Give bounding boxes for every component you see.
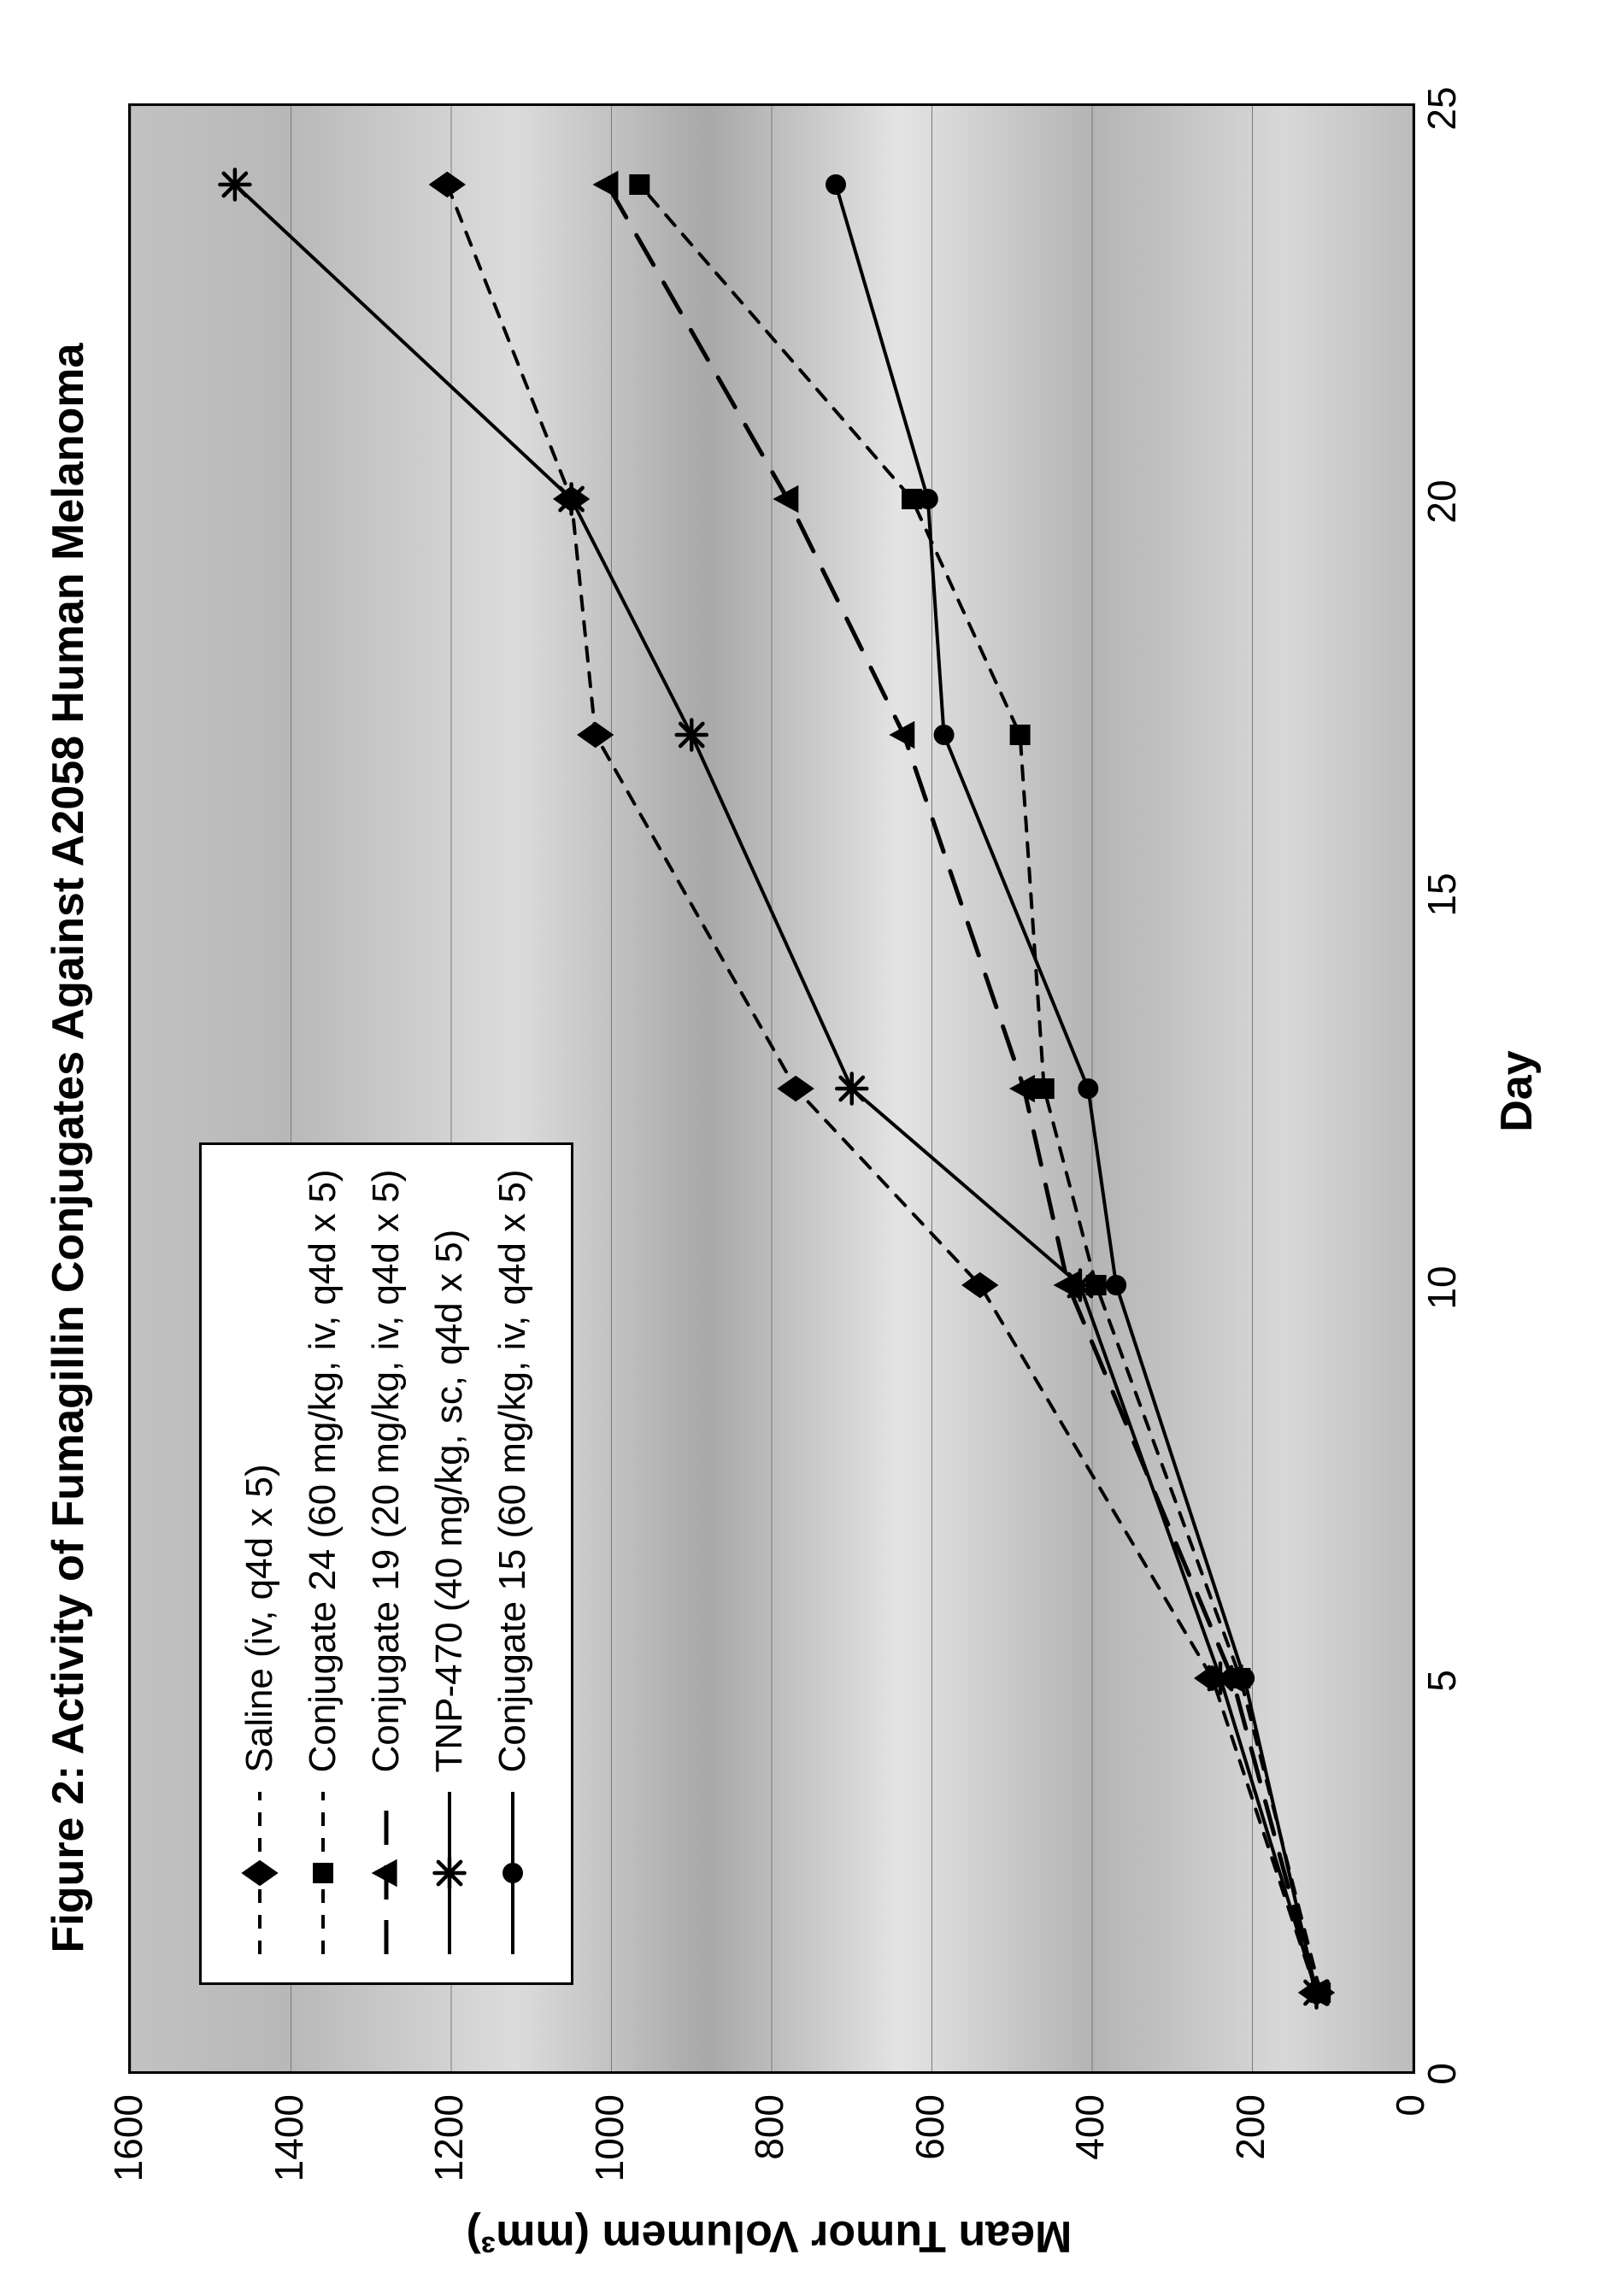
legend-item: Conjugate 19 (20 mg/kg, iv, q4d x 5) xyxy=(361,1169,412,1958)
y-axis-tick-labels: 02004006008001000120014001600 xyxy=(128,2082,1410,2296)
series-marker-conj19 xyxy=(889,721,914,749)
y-tick-label: 800 xyxy=(746,2094,792,2160)
series-marker-conj19 xyxy=(773,485,798,513)
series-marker-saline xyxy=(961,1272,998,1299)
x-tick-label: 10 xyxy=(1419,1265,1465,1309)
series-marker-tnp470 xyxy=(1065,1271,1095,1301)
series-marker-saline xyxy=(777,1076,814,1102)
legend-swatch xyxy=(361,1788,412,1959)
series-marker-conj24 xyxy=(1034,1078,1055,1099)
legend-swatch xyxy=(297,1788,349,1959)
landscape-figure: Figure 2: Activity of Fumagillin Conjuga… xyxy=(0,0,1622,2296)
series-marker-conj15 xyxy=(1307,1982,1327,2003)
y-tick-label: 200 xyxy=(1227,2094,1273,2160)
series-marker-tnp470 xyxy=(837,1074,867,1104)
legend-item-label: Conjugate 24 (60 mg/kg, iv, q4d x 5) xyxy=(302,1169,344,1772)
legend: Saline (iv, q4d x 5) Conjugate 24 (60 mg/… xyxy=(199,1142,573,1985)
series-marker-conj19 xyxy=(592,171,618,198)
legend-swatch xyxy=(234,1788,285,1959)
x-tick-label: 15 xyxy=(1419,872,1465,916)
legend-swatch xyxy=(424,1788,475,1959)
x-tick-label: 25 xyxy=(1419,86,1465,130)
series-marker-conj15 xyxy=(1234,1668,1255,1688)
y-tick-label: 1400 xyxy=(266,2094,312,2181)
y-tick-label: 1600 xyxy=(105,2094,151,2181)
figure-title: Figure 2: Activity of Fumagillin Conjuga… xyxy=(43,0,94,2296)
series-marker-tnp470 xyxy=(677,720,707,750)
series-marker-saline xyxy=(429,172,466,198)
series-line-saline xyxy=(447,185,1316,1993)
series-line-conj24 xyxy=(639,185,1320,1993)
series-marker-conj15 xyxy=(934,725,955,745)
legend-item-label: TNP-470 (40 mg/kg, sc, q4d x 5) xyxy=(428,1230,471,1773)
y-tick-label: 1000 xyxy=(586,2094,632,2181)
series-marker-tnp470 xyxy=(220,170,250,200)
legend-item-label: Conjugate 19 (20 mg/kg, iv, q4d x 5) xyxy=(365,1169,408,1772)
x-tick-label: 0 xyxy=(1419,2063,1465,2085)
series-marker-conj15 xyxy=(1078,1078,1098,1099)
legend-swatch xyxy=(487,1788,538,1959)
series-marker-tnp470 xyxy=(1206,1664,1236,1694)
y-tick-label: 0 xyxy=(1387,2094,1433,2117)
legend-item: Conjugate 15 (60 mg/kg, iv, q4d x 5) xyxy=(487,1169,538,1958)
series-marker-saline xyxy=(577,722,614,749)
series-marker-conj15 xyxy=(918,489,938,509)
x-axis-title: Day xyxy=(1491,109,1543,2074)
y-tick-label: 1200 xyxy=(426,2094,472,2181)
series-marker-tnp470 xyxy=(556,484,586,514)
x-tick-label: 5 xyxy=(1419,1670,1465,1692)
series-marker-conj24 xyxy=(629,174,649,195)
x-tick-label: 20 xyxy=(1419,479,1465,523)
page: Figure 2: Activity of Fumagillin Conjuga… xyxy=(0,0,1622,2296)
legend-item-label: Saline (iv, q4d x 5) xyxy=(238,1464,281,1772)
legend-item-label: Conjugate 15 (60 mg/kg, iv, q4d x 5) xyxy=(491,1169,534,1772)
series-marker-conj15 xyxy=(1106,1275,1126,1295)
x-axis-tick-labels: 0510152025 xyxy=(1419,109,1487,2074)
series-line-conj19 xyxy=(608,185,1317,1993)
y-tick-label: 400 xyxy=(1067,2094,1113,2160)
y-tick-label: 600 xyxy=(907,2094,953,2160)
legend-item: Conjugate 24 (60 mg/kg, iv, q4d x 5) xyxy=(297,1169,349,1958)
series-marker-conj15 xyxy=(826,174,846,195)
series-marker-conj24 xyxy=(1010,725,1031,745)
legend-item: Saline (iv, q4d x 5) xyxy=(234,1169,285,1958)
legend-item: TNP-470 (40 mg/kg, sc, q4d x 5) xyxy=(424,1169,475,1958)
